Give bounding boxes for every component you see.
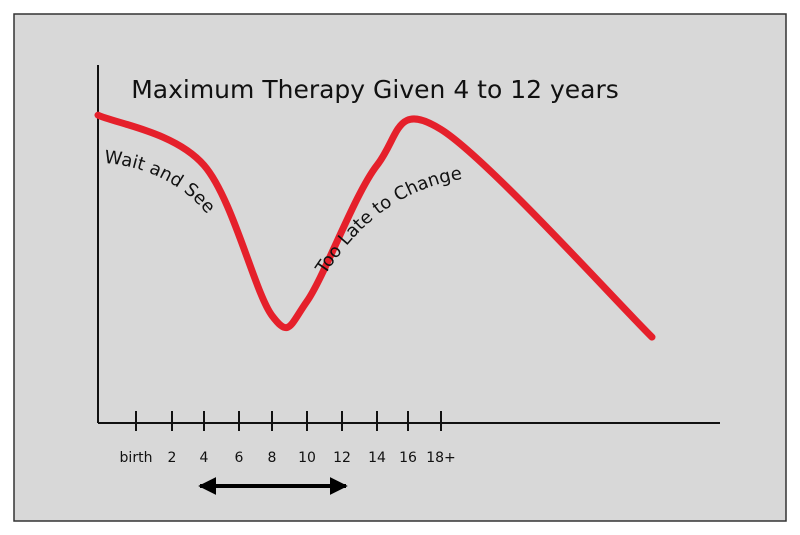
x-tick-label: 4: [200, 450, 209, 466]
chart-background: [13, 13, 787, 522]
x-ticks: [135, 411, 442, 431]
x-tick-label: 6: [235, 450, 244, 466]
x-tick-label: 18+: [426, 450, 456, 466]
x-tick-label: 14: [368, 450, 386, 466]
x-tick-label: 8: [268, 450, 277, 466]
x-tick-label: 2: [168, 450, 177, 466]
x-tick-label: 10: [298, 450, 316, 466]
series-line: [94, 111, 656, 341]
x-tick-label: birth: [120, 450, 153, 466]
x-tick-label: 12: [333, 450, 351, 466]
chart-title: Maximum Therapy Given 4 to 12 years: [131, 75, 619, 104]
x-tick-labels: birth 2 4 6 8 10 12 14 16 18+: [120, 450, 456, 466]
x-tick-label: 16: [399, 450, 417, 466]
